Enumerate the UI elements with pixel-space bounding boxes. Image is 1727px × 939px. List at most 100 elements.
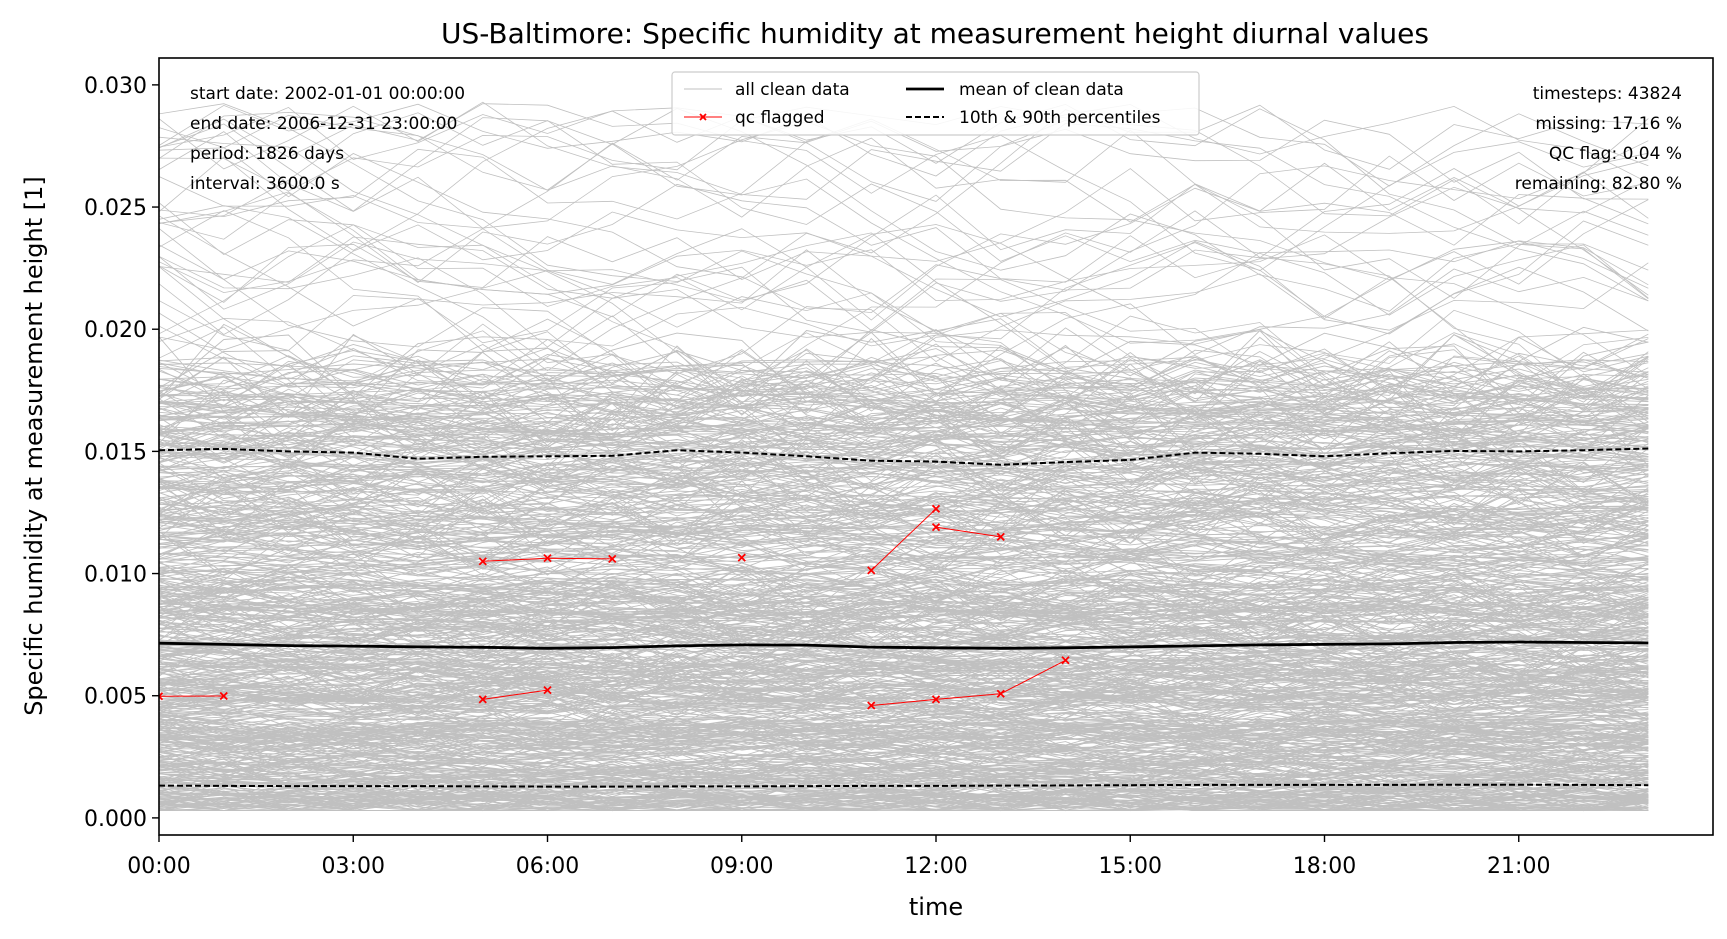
clean-trace xyxy=(159,519,1649,565)
qc-flagged-line xyxy=(871,659,1066,706)
clean-trace-high xyxy=(159,249,1649,426)
x-axis-label: time xyxy=(909,893,963,921)
info-end-date: end date: 2006-12-31 23:00:00 xyxy=(190,114,457,134)
clean-trace xyxy=(159,497,1649,517)
clean-trace-high xyxy=(159,228,1649,376)
clean-trace xyxy=(159,453,1649,479)
clean-trace xyxy=(159,401,1649,450)
clean-trace xyxy=(159,455,1649,519)
clean-trace xyxy=(159,440,1649,466)
clean-trace-high xyxy=(159,103,1649,300)
y-tick-label: 0.000 xyxy=(84,807,147,832)
clean-trace xyxy=(159,687,1649,702)
info-missing: missing: 17.16 % xyxy=(1535,114,1682,134)
clean-trace xyxy=(159,766,1649,799)
y-axis: 0.000 0.005 0.010 0.015 0.020 0.025 0.030 xyxy=(84,74,159,832)
clean-trace xyxy=(159,611,1649,642)
clean-trace xyxy=(159,751,1649,775)
clean-trace xyxy=(159,501,1649,544)
clean-trace xyxy=(159,728,1649,764)
y-tick-label: 0.020 xyxy=(84,318,147,343)
x-axis: 00:00 03:00 06:00 09:00 12:00 15:00 18:00 21:00 xyxy=(127,835,1550,879)
x-tick-label: 12:00 xyxy=(904,854,967,879)
clean-trace xyxy=(159,636,1649,654)
clean-trace xyxy=(159,607,1649,626)
clean-trace xyxy=(159,719,1649,742)
info-qc-flag: QC flag: 0.04 % xyxy=(1549,144,1682,164)
clean-trace xyxy=(159,514,1649,533)
clean-trace xyxy=(159,647,1649,694)
clean-trace xyxy=(159,772,1649,788)
clean-trace xyxy=(159,434,1649,459)
clean-trace-high xyxy=(159,205,1649,425)
clean-trace xyxy=(159,498,1649,522)
clean-trace-high xyxy=(159,270,1649,424)
x-tick-label: 03:00 xyxy=(322,854,385,879)
clean-trace xyxy=(159,663,1649,682)
clean-trace xyxy=(159,402,1649,470)
clean-trace xyxy=(159,502,1649,526)
qc-flagged-marker xyxy=(867,566,876,575)
clean-trace xyxy=(159,775,1649,795)
y-axis-label: Specific humidity at measurement height … xyxy=(20,176,48,716)
clean-trace xyxy=(159,451,1649,467)
clean-trace xyxy=(159,484,1649,543)
clean-trace xyxy=(159,358,1649,384)
clean-trace-high xyxy=(159,121,1649,285)
clean-trace xyxy=(159,733,1649,767)
x-tick-label: 21:00 xyxy=(1487,854,1550,879)
clean-trace xyxy=(159,633,1649,660)
clean-trace xyxy=(159,709,1649,736)
clean-trace xyxy=(159,574,1649,622)
clean-trace xyxy=(159,531,1649,559)
clean-trace xyxy=(159,767,1649,793)
clean-trace xyxy=(159,491,1649,557)
x-tick-label: 06:00 xyxy=(516,854,579,879)
clean-trace xyxy=(159,427,1649,463)
legend-label-flagged: qc flagged xyxy=(735,108,825,128)
legend-label-percentile: 10th & 90th percentiles xyxy=(959,108,1161,128)
clean-trace xyxy=(159,796,1649,812)
clean-trace xyxy=(159,466,1649,498)
clean-trace xyxy=(159,758,1649,782)
clean-trace xyxy=(159,697,1649,716)
clean-trace-high xyxy=(159,103,1649,415)
clean-trace xyxy=(159,527,1649,586)
clean-trace xyxy=(159,586,1649,604)
clean-trace xyxy=(159,454,1649,514)
clean-trace xyxy=(159,793,1649,812)
clean-trace xyxy=(159,464,1649,494)
qc-flagged-group xyxy=(159,504,1070,710)
clean-trace-high xyxy=(159,136,1649,407)
clean-trace xyxy=(159,677,1649,708)
clean-trace xyxy=(159,428,1649,483)
clean-trace xyxy=(159,458,1649,516)
clean-trace xyxy=(159,415,1649,459)
clean-trace xyxy=(159,657,1649,684)
clean-trace xyxy=(159,658,1649,676)
clean-trace xyxy=(159,720,1649,740)
clean-trace-high xyxy=(159,187,1649,321)
clean-trace-high xyxy=(159,268,1649,427)
clean-trace xyxy=(159,568,1649,603)
legend: all clean data qc flagged mean of clean … xyxy=(671,71,1200,136)
qc-flagged-marker xyxy=(543,554,552,563)
clean-trace-high xyxy=(159,306,1649,394)
clean-trace xyxy=(159,742,1649,777)
clean-trace-high xyxy=(159,325,1649,403)
clean-trace xyxy=(159,700,1649,739)
clean-trace xyxy=(159,349,1649,399)
clean-trace xyxy=(159,744,1649,774)
clean-trace xyxy=(159,730,1649,750)
clean-trace xyxy=(159,682,1649,716)
x-tick-label: 15:00 xyxy=(1099,854,1162,879)
clean-trace xyxy=(159,740,1649,759)
clean-trace xyxy=(159,473,1649,518)
clean-trace xyxy=(159,687,1649,714)
clean-trace xyxy=(159,488,1649,544)
legend-box xyxy=(671,71,1200,136)
clean-trace xyxy=(159,757,1649,793)
clean-trace-high xyxy=(159,101,1649,302)
clean-data-lines xyxy=(159,101,1649,812)
